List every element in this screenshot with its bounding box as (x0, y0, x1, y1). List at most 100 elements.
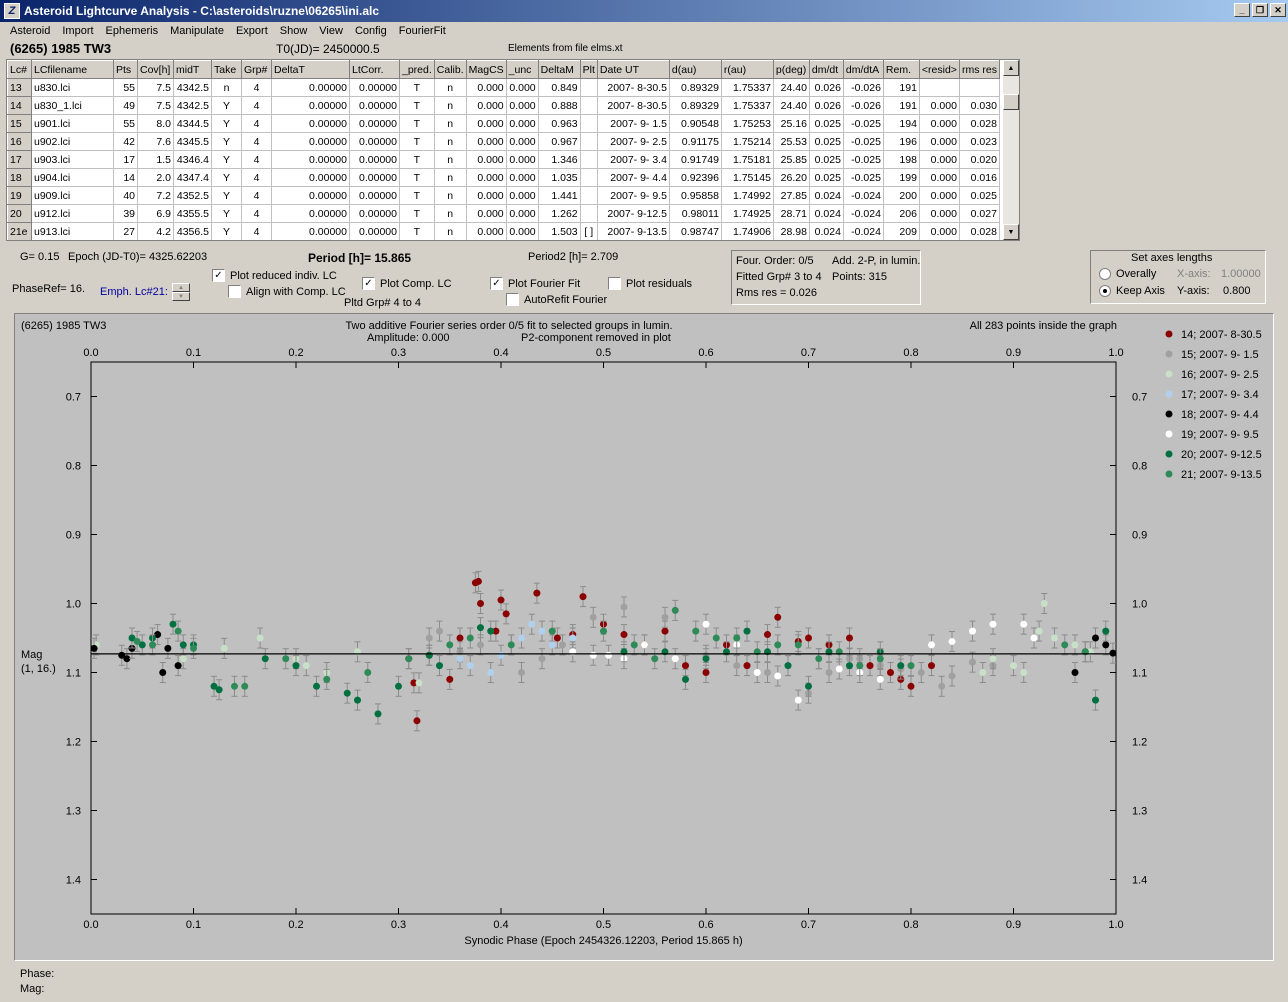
table-cell[interactable]: 0.000 (919, 186, 960, 205)
table-cell[interactable]: 191 (883, 96, 920, 115)
table-cell[interactable]: 0.00000 (271, 150, 350, 169)
table-cell[interactable]: 0.000 (506, 186, 539, 205)
table-cell[interactable]: 0.027 (959, 204, 1000, 223)
menu-ephemeris[interactable]: Ephemeris (105, 25, 159, 37)
table-cell[interactable]: 0.000 (506, 114, 539, 133)
table-cell[interactable]: 39 (113, 204, 138, 223)
table-cell[interactable]: Y (211, 114, 242, 133)
column-header[interactable]: midT (173, 60, 212, 79)
table-cell[interactable]: -0.025 (843, 132, 884, 151)
table-cell[interactable] (580, 186, 598, 205)
column-header[interactable]: p(deg) (772, 60, 810, 79)
table-cell[interactable]: 196 (883, 132, 920, 151)
table-cell[interactable]: Y (211, 204, 242, 223)
column-header[interactable]: r(au) (720, 60, 774, 79)
table-cell[interactable]: 0.00000 (349, 114, 400, 133)
table-cell[interactable]: 4 (241, 186, 272, 205)
table-cell[interactable]: 25.85 (773, 150, 810, 169)
table-cell[interactable]: 0.000 (506, 132, 539, 151)
table-cell[interactable]: 27 (113, 222, 138, 240)
table-cell[interactable]: 191 (883, 78, 920, 97)
table-cell[interactable]: 0.000 (919, 150, 960, 169)
column-header[interactable]: Rem. (882, 60, 920, 79)
table-cell[interactable]: 0.00000 (349, 132, 400, 151)
table-cell[interactable]: 19 (7, 186, 32, 205)
table-cell[interactable]: T (399, 186, 435, 205)
table-cell[interactable]: n (211, 78, 242, 97)
table-cell[interactable]: 0.90548 (669, 114, 722, 133)
table-cell[interactable]: u830_1.lci (31, 96, 114, 115)
table-cell[interactable]: 2007- 9- 1.5 (597, 114, 670, 133)
table-cell[interactable]: 14 (113, 168, 138, 187)
table-cell[interactable]: 4 (241, 114, 272, 133)
table-cell[interactable]: 0.00000 (271, 96, 350, 115)
table-cell[interactable]: 209 (883, 222, 920, 240)
table-cell[interactable]: n (434, 204, 467, 223)
table-cell[interactable]: 0.020 (959, 150, 1000, 169)
table-cell[interactable]: 4 (241, 204, 272, 223)
table-cell[interactable]: 0.000 (466, 96, 507, 115)
autorefit-checkbox[interactable]: AutoRefit Fourier (506, 293, 607, 306)
table-cell[interactable]: 0.000 (919, 96, 960, 115)
table-cell[interactable]: 0.026 (809, 78, 844, 97)
table-cell[interactable]: 206 (883, 204, 920, 223)
table-cell[interactable]: 0.849 (538, 78, 581, 97)
table-cell[interactable]: 198 (883, 150, 920, 169)
column-header[interactable]: Pts (113, 60, 138, 79)
table-cell[interactable]: 0.00000 (349, 78, 400, 97)
table-cell[interactable]: 7.6 (137, 132, 174, 151)
column-header[interactable]: Cov[h] (137, 60, 174, 79)
table-cell[interactable] (919, 78, 960, 97)
scroll-up-button[interactable]: ▲ (1003, 60, 1019, 76)
plot-canvas[interactable]: 0.0 0.0 0.1 0.1 0.2 0.2 0.3 0.3 0.4 0.4 0.5 0.5 0.6 0… (15, 314, 1273, 960)
column-header[interactable]: _unc (505, 60, 539, 79)
table-cell[interactable]: 4356.5 (173, 222, 212, 240)
table-cell[interactable]: 18 (7, 168, 32, 187)
overally-radio[interactable]: Overally (1099, 268, 1156, 280)
table-cell[interactable]: 0.000 (466, 186, 507, 205)
table-cell[interactable]: 2007- 8-30.5 (597, 78, 670, 97)
table-cell[interactable]: -0.026 (843, 78, 884, 97)
table-cell[interactable]: 0.91175 (669, 132, 722, 151)
table-cell[interactable]: 4355.5 (173, 204, 212, 223)
table-cell[interactable]: T (399, 96, 435, 115)
table-scrollbar[interactable]: ▲ ▼ (1003, 60, 1019, 240)
table-cell[interactable]: 55 (113, 78, 138, 97)
table-cell[interactable]: -0.024 (843, 222, 884, 240)
table-cell[interactable]: 7.2 (137, 186, 174, 205)
table-cell[interactable]: T (399, 204, 435, 223)
plot-comp-checkbox[interactable]: ✓ Plot Comp. LC (362, 277, 452, 290)
table-cell[interactable]: T (399, 132, 435, 151)
table-cell[interactable]: 0.00000 (349, 222, 400, 240)
emph-spinner[interactable]: ▲ ▼ (172, 283, 190, 301)
table-cell[interactable]: 16 (7, 132, 32, 151)
table-cell[interactable]: T (399, 222, 435, 240)
table-cell[interactable]: 4.2 (137, 222, 174, 240)
table-cell[interactable]: 0.98747 (669, 222, 722, 240)
table-cell[interactable]: 2007- 9- 9.5 (597, 186, 670, 205)
table-cell[interactable]: 0.000 (919, 222, 960, 240)
table-cell[interactable]: n (434, 150, 467, 169)
table-cell[interactable]: 2007- 8-30.5 (597, 96, 670, 115)
table-cell[interactable]: 1.346 (538, 150, 581, 169)
table-cell[interactable]: 0.888 (538, 96, 581, 115)
table-cell[interactable]: 0.000 (466, 168, 507, 187)
table-cell[interactable]: 4 (241, 132, 272, 151)
table-cell[interactable]: u903.lci (31, 150, 114, 169)
table-cell[interactable]: 0.92396 (669, 168, 722, 187)
table-cell[interactable]: 0.98011 (669, 204, 722, 223)
table-cell[interactable]: 0.91749 (669, 150, 722, 169)
table-cell[interactable]: 0.024 (809, 222, 844, 240)
table-cell[interactable]: 26.20 (773, 168, 810, 187)
table-cell[interactable]: -0.025 (843, 168, 884, 187)
column-header[interactable]: d(au) (668, 60, 722, 79)
column-header[interactable]: <resid> (918, 60, 960, 79)
table-cell[interactable]: 2007- 9- 2.5 (597, 132, 670, 151)
table-cell[interactable]: n (434, 78, 467, 97)
scroll-down-button[interactable]: ▼ (1003, 224, 1019, 240)
table-cell[interactable]: -0.024 (843, 204, 884, 223)
table-cell[interactable]: 0.025 (959, 186, 1000, 205)
